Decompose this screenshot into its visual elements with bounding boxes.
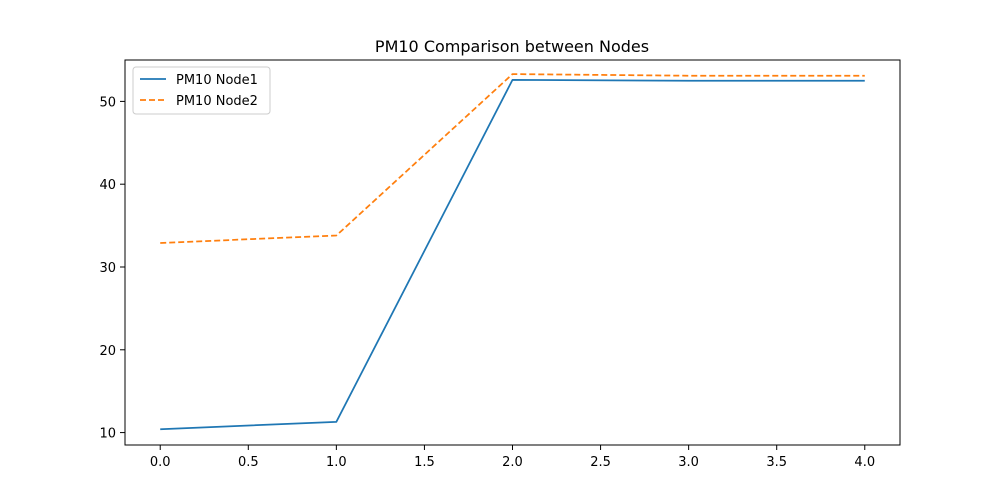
y-tick-label: 20 [99, 344, 116, 359]
x-tick-label: 2.5 [590, 455, 611, 470]
plot-area [124, 59, 901, 446]
legend-label-1: PM10 Node1 [176, 73, 258, 88]
x-tick-label: 2.0 [502, 455, 523, 470]
y-tick-label: 30 [99, 261, 116, 276]
y-axis: 10 20 30 40 50 [99, 95, 125, 442]
y-tick-label: 10 [99, 427, 116, 442]
x-axis: 0.0 0.5 1.0 1.5 2.0 2.5 3.0 3.5 4.0 [150, 445, 875, 470]
legend: PM10 Node1 PM10 Node2 [132, 66, 271, 115]
x-tick-label: 0.5 [238, 455, 259, 470]
x-tick-label: 0.0 [150, 455, 171, 470]
y-tick-label: 50 [99, 95, 116, 110]
chart-title: PM10 Comparison between Nodes [375, 37, 649, 56]
x-tick-label: 4.0 [854, 455, 875, 470]
series-line-1 [160, 78, 865, 431]
legend-label-2: PM10 Node2 [176, 94, 258, 109]
y-tick-label: 40 [99, 178, 116, 193]
x-tick-label: 3.5 [766, 455, 787, 470]
x-tick-label: 1.5 [414, 455, 435, 470]
series-line-2 [160, 73, 865, 244]
series-layer [160, 73, 865, 431]
x-tick-label: 1.0 [326, 455, 347, 470]
x-tick-label: 3.0 [678, 455, 699, 470]
legend-box [132, 66, 271, 115]
plot-frame [124, 59, 901, 446]
